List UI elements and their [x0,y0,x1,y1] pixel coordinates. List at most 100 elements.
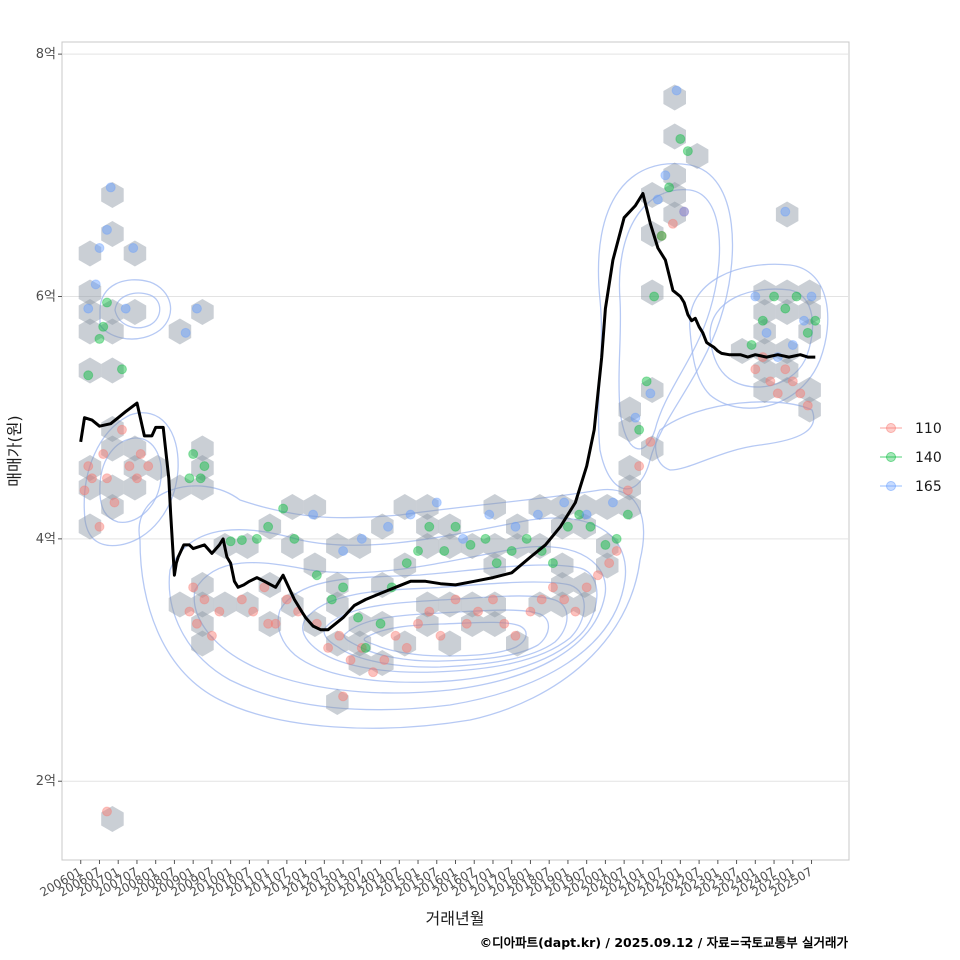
point-110 [263,618,274,629]
hexbin [393,552,417,579]
point-110 [94,521,105,532]
point-140 [641,376,652,387]
hexbin [371,650,394,676]
hexbin [101,416,124,442]
point-110 [772,388,783,399]
point-110 [802,400,813,411]
point-165 [83,303,94,314]
hexbin [551,591,574,618]
point-110 [101,806,112,817]
hexbin [348,650,372,676]
hexbin [798,318,821,345]
hexbin [101,435,124,462]
point-165 [308,509,319,520]
y-tick-label: 8억 [36,47,56,62]
point-140 [424,521,435,532]
point-140 [188,449,199,460]
hexbin [641,377,664,403]
point-110 [787,376,798,387]
hexbin [438,513,462,540]
point-165 [120,303,131,314]
hexbin [798,279,821,306]
point-165 [510,521,521,532]
density-contour [99,437,162,523]
hexbin [101,221,124,247]
point-140 [199,461,210,472]
point-140 [682,146,693,157]
point-110 [592,570,603,581]
point-110 [206,630,217,641]
point-110 [765,376,776,387]
hexbin [123,240,147,267]
legend-label-165: 165 [915,479,942,495]
hexbin [461,611,484,637]
hexbin [641,182,664,208]
hexbin [416,494,439,520]
point-110 [191,618,202,629]
point-110 [390,630,401,641]
point-165 [607,497,618,508]
hexbin [775,279,799,306]
point-110 [323,642,334,653]
point-110 [510,630,521,641]
point-110 [345,655,356,666]
hexbin [191,572,214,598]
hexbin [168,591,192,618]
hexbin [101,474,124,501]
hexbin [753,377,776,403]
point-140 [311,570,322,581]
point-110 [559,594,570,605]
point-110 [131,473,142,484]
point-110 [622,485,633,496]
point-110 [334,630,345,641]
point-165 [405,509,416,520]
point-165 [484,509,495,520]
hexbin [438,591,462,618]
density-contour [597,163,734,490]
point-110 [667,218,678,229]
point-165 [180,327,191,338]
trend-line [79,192,816,632]
hexbin [618,494,641,520]
hexbin [393,494,417,520]
point-110 [98,449,109,460]
point-140 [506,545,517,556]
hexbin [123,474,147,501]
point-110 [86,473,97,484]
hexbin [775,377,799,403]
panel-background [61,41,850,861]
point-165 [532,509,543,520]
hexbin [371,611,394,637]
point-165 [90,279,101,290]
point-140 [656,230,667,241]
hexbin [78,455,102,481]
x-axis: 2006012006072007012007072008012008072009… [38,860,815,900]
point-140 [353,612,364,623]
point-165 [356,533,367,544]
point-110 [368,667,379,678]
hexbin [461,533,484,559]
hexbin [483,533,506,559]
point-110 [143,461,154,472]
point-140 [289,533,300,544]
point-140 [236,535,247,546]
point-110 [188,582,199,593]
point-110 [461,618,472,629]
hexbin [438,533,462,559]
hexbin [191,435,214,462]
point-140 [491,558,502,569]
hexbin [416,591,439,618]
legend-label-140: 140 [915,450,942,466]
point-140 [547,558,558,569]
hexbin [528,494,551,520]
hexbin [596,552,619,579]
point-140 [101,297,112,308]
hexbin [483,591,506,618]
point-165 [431,497,442,508]
point-165 [559,497,570,508]
hexbin [506,533,529,559]
hexbin [618,396,641,423]
hexbin [618,416,641,442]
hexbin [573,591,596,618]
hexbin [641,435,664,462]
